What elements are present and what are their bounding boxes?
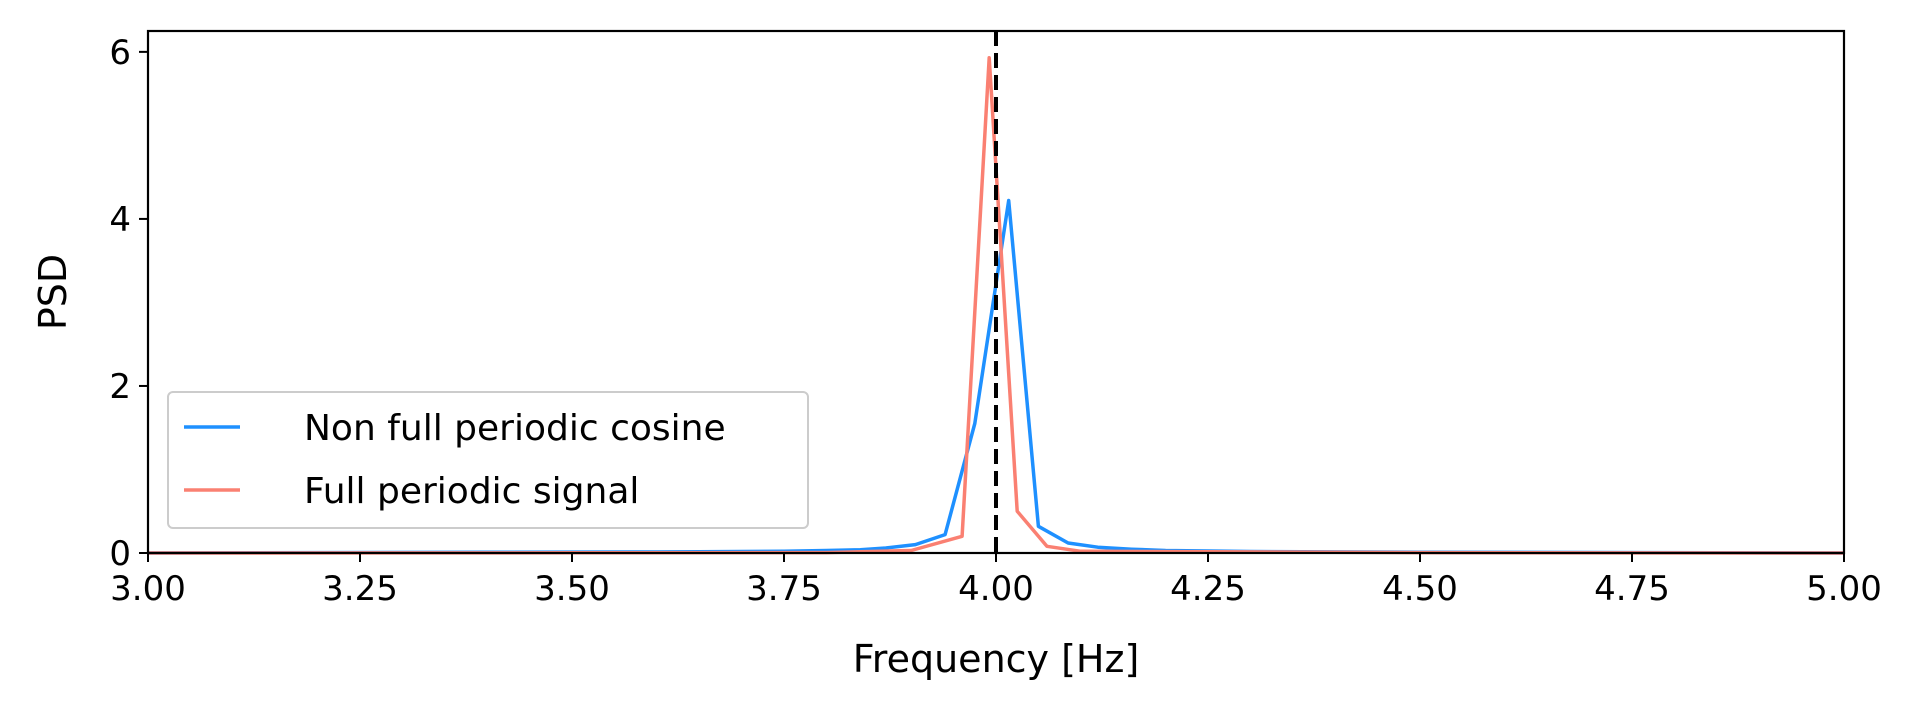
x-tick-label: 4.50	[1382, 569, 1458, 609]
x-tick-label: 5.00	[1806, 569, 1882, 609]
x-tick-label: 3.75	[746, 569, 822, 609]
y-tick-label: 4	[109, 200, 131, 240]
y-tick-label: 2	[109, 367, 131, 407]
x-tick-label: 4.25	[1170, 569, 1246, 609]
x-axis-label: Frequency [Hz]	[853, 637, 1140, 681]
x-tick-label: 4.00	[958, 569, 1034, 609]
x-tick-label: 3.00	[110, 569, 186, 609]
x-tick-label: 3.50	[534, 569, 610, 609]
y-tick-label: 0	[109, 534, 131, 574]
x-axis: 3.00 3.25 3.50 3.75 4.00 4.25 4.50 4.75 5.00	[110, 553, 1882, 609]
legend-label-non-full-periodic-cosine: Non full periodic cosine	[304, 408, 726, 449]
y-tick-label: 6	[109, 33, 131, 73]
legend: Non full periodic cosine Full periodic s…	[167, 391, 809, 529]
legend-label-full-periodic-signal: Full periodic signal	[304, 471, 639, 512]
y-axis-label: PSD	[31, 254, 75, 330]
y-axis: 0 2 4 6	[109, 33, 148, 574]
x-tick-label: 3.25	[322, 569, 398, 609]
x-tick-label: 4.75	[1594, 569, 1670, 609]
legend-box	[167, 391, 809, 529]
